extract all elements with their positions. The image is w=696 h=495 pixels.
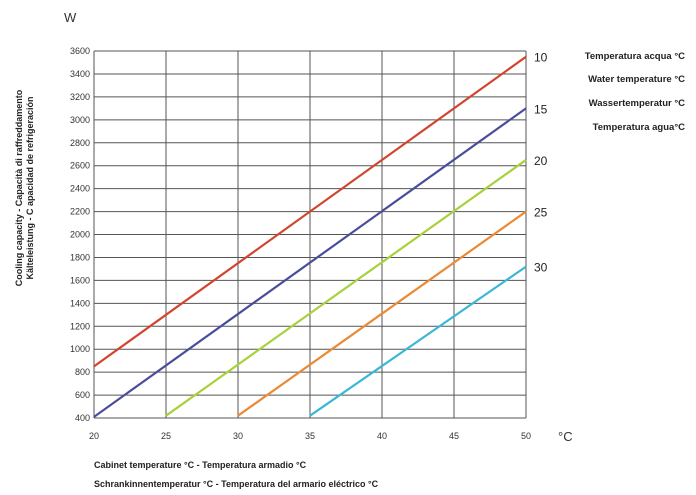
y-tick-label: 1600 [70, 275, 90, 285]
y-tick-label: 1800 [70, 252, 90, 262]
y-tick-label: 1000 [70, 344, 90, 354]
series-label-25: 25 [534, 206, 548, 220]
series-label-10: 10 [534, 51, 548, 65]
legend-title-line-2: Water temperature °C [588, 74, 685, 85]
series-label-15: 15 [534, 102, 548, 116]
legend-title-line-4: Temperatura agua°C [593, 122, 685, 133]
x-axis-label-line-1: Cabinet temperature °C - Temperatura arm… [94, 460, 307, 470]
legend-title: Temperatura acqua °C Water temperature °… [585, 51, 685, 133]
y-unit-label: W [64, 10, 77, 25]
y-tick-label: 1400 [70, 298, 90, 308]
x-tick-labels: 20 25 30 35 40 45 50 [89, 431, 531, 441]
y-axis-label-line-1: Cooling capacity - Capacità di raffredda… [14, 89, 24, 286]
x-unit-label: °C [558, 429, 573, 444]
y-tick-labels: 400 600 800 1000 1200 1400 1600 1800 2000 2200 240… [70, 46, 90, 423]
x-tick-label: 20 [89, 431, 99, 441]
y-tick-label: 3000 [70, 115, 90, 125]
y-tick-label: 600 [75, 390, 90, 400]
series-labels: 10 15 20 25 30 [534, 51, 548, 275]
x-tick-label: 40 [377, 431, 387, 441]
series-label-20: 20 [534, 154, 548, 168]
legend-title-line-1: Temperatura acqua °C [585, 51, 685, 62]
y-tick-label: 800 [75, 367, 90, 377]
series-line-30 [309, 265, 527, 417]
x-axis-label: Cabinet temperature °C - Temperatura arm… [94, 460, 379, 489]
legend-title-line-3: Wassertemperatur °C [589, 98, 686, 109]
x-axis-label-line-2: Schrankinnentemperatur °C - Temperatura … [94, 479, 379, 489]
y-tick-label: 400 [75, 413, 90, 423]
chart-series-group [93, 55, 527, 418]
series-line-20 [165, 159, 527, 417]
x-tick-label: 30 [233, 431, 243, 441]
chart-grid [93, 50, 527, 419]
y-tick-label: 3600 [70, 46, 90, 56]
y-tick-label: 2600 [70, 161, 90, 171]
y-tick-label: 3200 [70, 92, 90, 102]
series-line-25 [237, 210, 527, 417]
y-axis-label-line-2: Kälteleistung - C apacidad de refrigerac… [25, 96, 35, 279]
y-tick-label: 2800 [70, 138, 90, 148]
x-tick-label: 35 [305, 431, 315, 441]
y-tick-label: 3400 [70, 69, 90, 79]
y-tick-label: 1200 [70, 321, 90, 331]
x-tick-label: 25 [161, 431, 171, 441]
y-axis-label: Cooling capacity - Capacità di raffredda… [14, 89, 35, 286]
y-tick-label: 2200 [70, 207, 90, 217]
x-tick-label: 45 [449, 431, 459, 441]
y-tick-label: 2400 [70, 184, 90, 194]
series-label-30: 30 [534, 261, 548, 275]
y-tick-label: 2000 [70, 230, 90, 240]
series-line-10 [93, 55, 527, 368]
x-tick-label: 50 [521, 431, 531, 441]
series-line-15 [93, 107, 527, 418]
